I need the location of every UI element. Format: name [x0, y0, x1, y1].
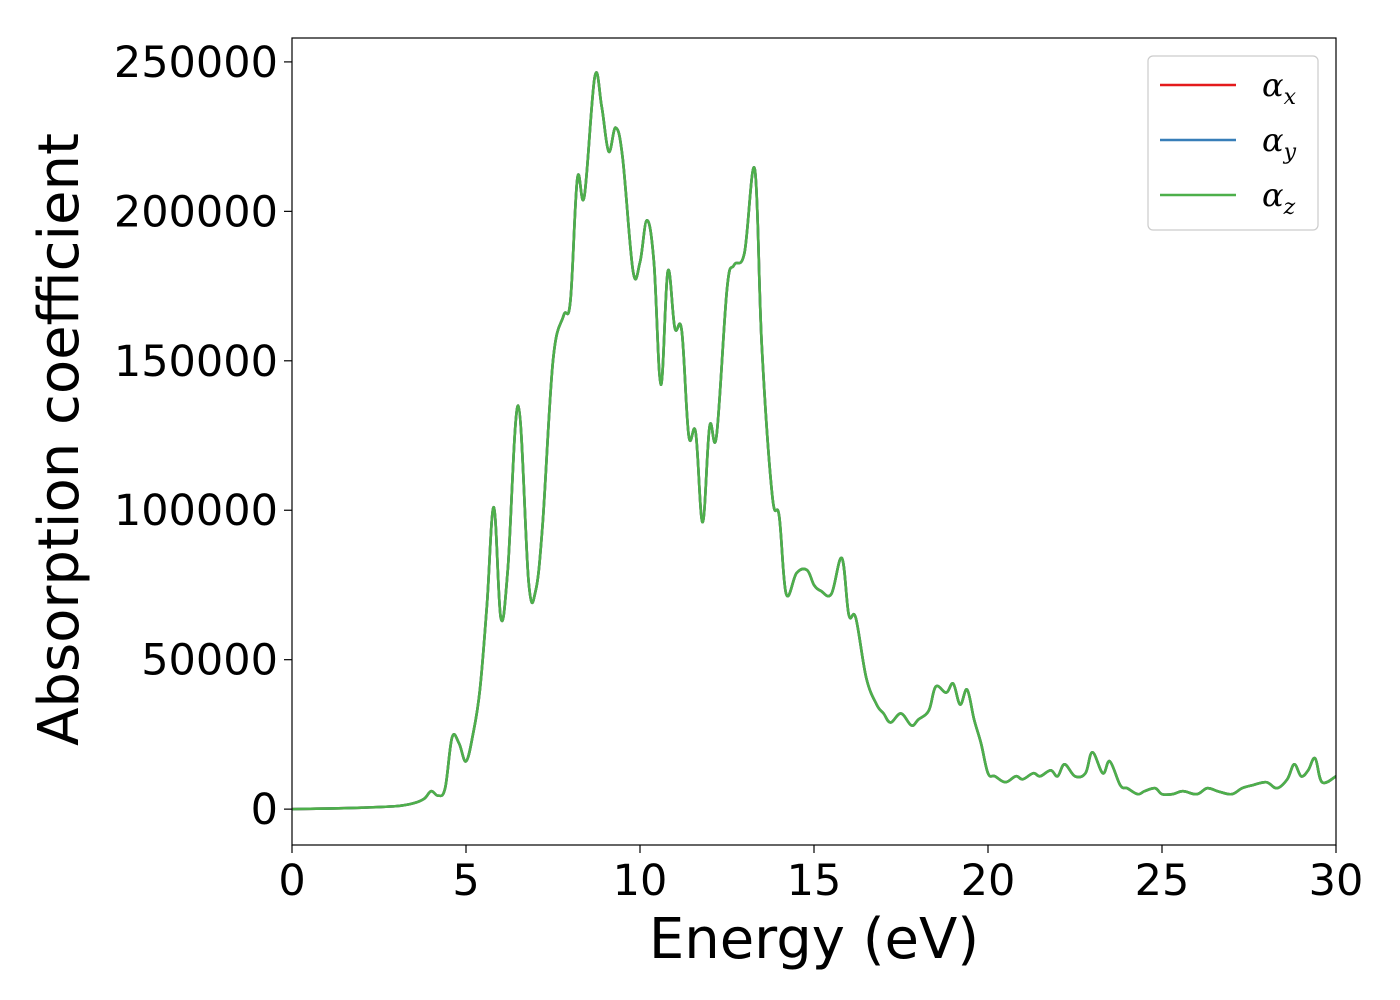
x-tick-label: 25 — [1135, 856, 1190, 906]
y-tick-label: 150000 — [114, 337, 278, 387]
legend-box — [1147, 55, 1319, 231]
x-tick-label: 10 — [613, 856, 668, 906]
x-tick-label: 5 — [452, 856, 479, 906]
series-line-2 — [292, 71, 1336, 811]
legend: αx αy αz — [1147, 55, 1319, 231]
y-tick-label: 200000 — [114, 187, 278, 237]
series-layer — [292, 71, 1336, 811]
y-tick-label: 250000 — [114, 38, 278, 88]
legend-label-y: αy — [1262, 121, 1297, 165]
x-tick-label: 20 — [961, 856, 1016, 906]
y-axis-label: Absorption coefficient — [27, 133, 92, 746]
y-axis: 0 50000 100000 150000 200000 250000 — [114, 38, 292, 835]
x-tick-label: 15 — [787, 856, 842, 906]
x-axis-label: Energy (eV) — [649, 907, 979, 972]
legend-label-z: αz — [1262, 176, 1296, 220]
x-axis: 0 5 10 15 20 25 30 — [278, 845, 1363, 906]
y-tick-label: 0 — [251, 785, 278, 835]
legend-label-x: αx — [1262, 66, 1297, 110]
y-tick-label: 50000 — [141, 636, 278, 686]
x-tick-label: 30 — [1309, 856, 1364, 906]
x-tick-label: 0 — [278, 856, 305, 906]
y-tick-label: 100000 — [114, 486, 278, 536]
